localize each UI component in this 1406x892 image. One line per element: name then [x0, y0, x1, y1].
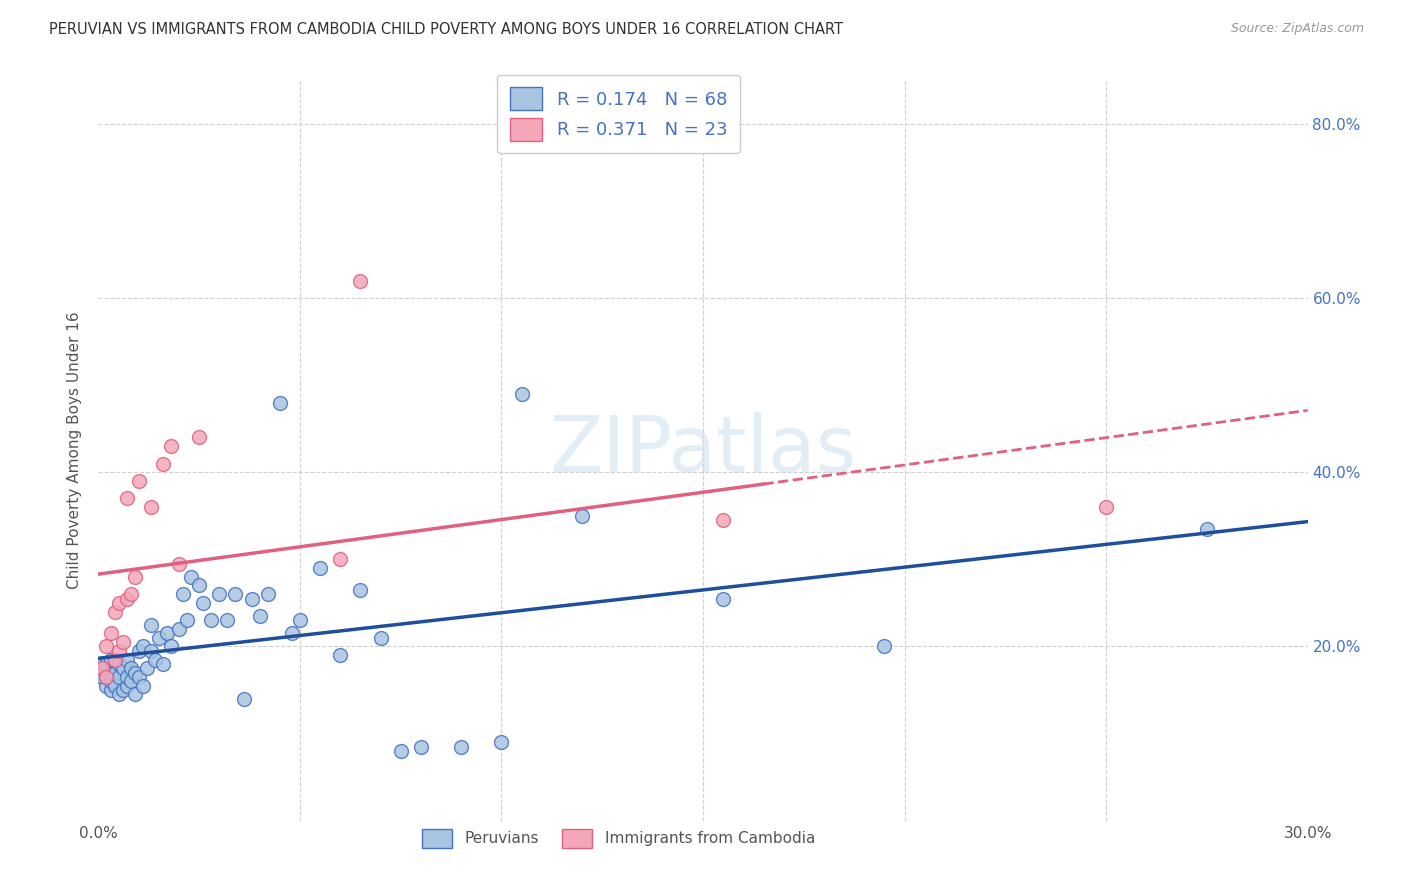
Point [152, 457, 174, 471]
Point [124, 687, 146, 701]
Point [107, 670, 129, 684]
Point [91, 657, 114, 671]
Point [96, 657, 118, 671]
Point [200, 613, 222, 627]
Point [232, 691, 254, 706]
Point [115, 491, 138, 506]
Point [711, 591, 734, 606]
Point [120, 587, 142, 601]
Point [100, 665, 122, 680]
Point [329, 552, 352, 566]
Point [711, 513, 734, 527]
Point [132, 679, 155, 693]
Point [349, 582, 371, 597]
Point [256, 587, 278, 601]
Point [329, 648, 352, 662]
Point [389, 744, 412, 758]
Point [115, 652, 138, 666]
Point [139, 644, 162, 658]
Legend: Peruvians, Immigrants from Cambodia: Peruvians, Immigrants from Cambodia [416, 822, 821, 854]
Point [160, 640, 183, 654]
Point [152, 657, 174, 671]
Point [96, 670, 118, 684]
Point [167, 557, 190, 571]
Point [124, 665, 146, 680]
Point [124, 570, 146, 584]
Point [100, 626, 122, 640]
Point [217, 613, 239, 627]
Point [91, 661, 114, 675]
Point [249, 609, 271, 624]
Point [188, 578, 211, 592]
Point [103, 652, 125, 666]
Point [370, 631, 392, 645]
Y-axis label: Child Poverty Among Boys Under 16: Child Poverty Among Boys Under 16 [67, 311, 83, 590]
Point [281, 626, 304, 640]
Point [176, 613, 198, 627]
Text: ZIPatlas: ZIPatlas [550, 412, 856, 489]
Point [107, 596, 129, 610]
Point [107, 644, 129, 658]
Point [128, 644, 150, 658]
Point [115, 670, 138, 684]
Point [309, 561, 332, 575]
Point [571, 508, 593, 523]
Point [156, 626, 179, 640]
Point [96, 679, 118, 693]
Point [873, 640, 896, 654]
Point [128, 670, 150, 684]
Point [111, 635, 134, 649]
Point [128, 474, 150, 488]
Point [167, 622, 190, 636]
Point [450, 739, 472, 754]
Point [139, 617, 162, 632]
Point [510, 387, 533, 401]
Point [1095, 500, 1118, 514]
Point [208, 587, 231, 601]
Point [160, 439, 183, 453]
Point [269, 395, 291, 409]
Point [107, 687, 129, 701]
Point [349, 274, 371, 288]
Text: Source: ZipAtlas.com: Source: ZipAtlas.com [1230, 22, 1364, 36]
Point [115, 679, 138, 693]
Point [96, 670, 118, 684]
Point [91, 670, 114, 684]
Point [111, 661, 134, 675]
Point [172, 587, 194, 601]
Point [143, 652, 166, 666]
Point [96, 640, 118, 654]
Point [100, 652, 122, 666]
Point [115, 591, 138, 606]
Point [103, 665, 125, 680]
Point [180, 570, 202, 584]
Point [91, 661, 114, 675]
Point [107, 657, 129, 671]
Point [96, 661, 118, 675]
Point [224, 587, 246, 601]
Point [120, 661, 142, 675]
Point [103, 605, 125, 619]
Point [120, 674, 142, 689]
Point [135, 661, 157, 675]
Point [1195, 522, 1218, 536]
Text: PERUVIAN VS IMMIGRANTS FROM CAMBODIA CHILD POVERTY AMONG BOYS UNDER 16 CORRELATI: PERUVIAN VS IMMIGRANTS FROM CAMBODIA CHI… [49, 22, 844, 37]
Point [491, 735, 513, 749]
Point [288, 613, 311, 627]
Point [148, 631, 170, 645]
Point [139, 500, 162, 514]
Point [103, 679, 125, 693]
Point [111, 683, 134, 698]
Point [103, 652, 125, 666]
Point [132, 640, 155, 654]
Point [100, 683, 122, 698]
Point [240, 591, 263, 606]
Point [193, 596, 215, 610]
Point [100, 674, 122, 689]
Point [409, 739, 432, 754]
Point [188, 430, 211, 444]
